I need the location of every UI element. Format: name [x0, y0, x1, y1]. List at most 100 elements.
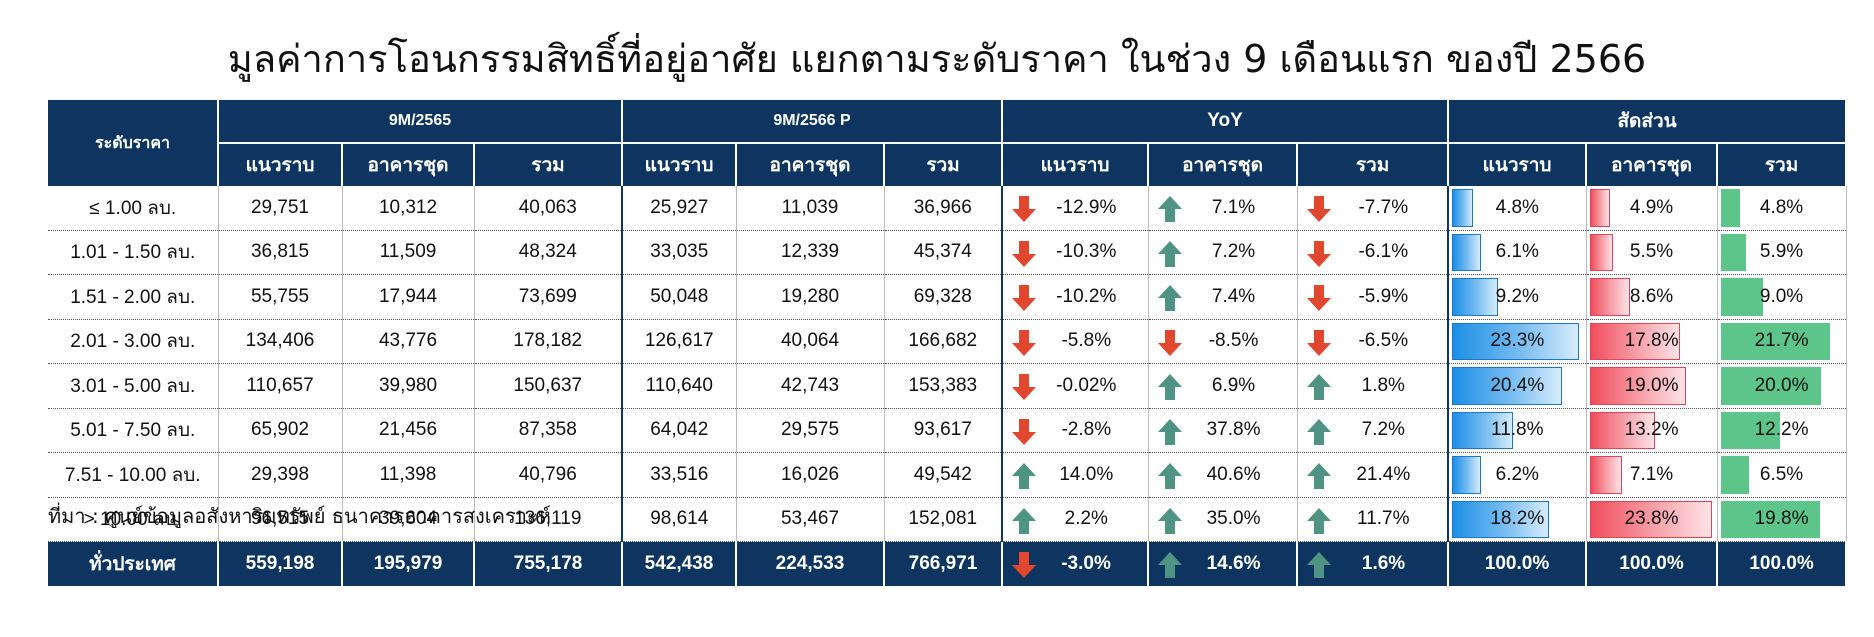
table-row: 2.01 - 3.00 ลบ. 134,406 43,776 178,182 126,6… [48, 319, 1847, 364]
share-value: 4.8% [1759, 196, 1804, 218]
yoy-cell-1: 14.6% [1148, 541, 1299, 586]
arrow-down-icon [1012, 418, 1037, 445]
value-y66-1: 19,280 [736, 274, 885, 320]
arrow-up-icon [1157, 196, 1182, 222]
yoy-value: 7.2% [1211, 241, 1256, 263]
share-cell-1: 7.1% [1586, 452, 1718, 498]
value-y66-2: 766,971 [884, 541, 1004, 586]
share-cell-2: 19.8% [1717, 497, 1847, 542]
share-cell-0: 100.0% [1448, 541, 1588, 586]
value-y66-0: 50,048 [622, 274, 737, 320]
yoy-cell-0: -2.8% [1002, 408, 1149, 453]
share-bar [1589, 189, 1611, 227]
yoy-cell-2: -6.5% [1297, 319, 1450, 364]
table-row: ≤ 1.00 ลบ. 29,751 10,312 40,063 25,927 11,039… [48, 186, 1847, 231]
share-value: 100.0% [1749, 553, 1814, 574]
price-level-label: 3.01 - 5.00 ลบ. [48, 363, 219, 409]
share-cell-1: 19.0% [1586, 363, 1718, 409]
share-value: 6.1% [1495, 241, 1539, 263]
share-cell-1: 23.8% [1586, 497, 1718, 542]
value-y66-2: 69,328 [884, 274, 1004, 320]
value-y66-1: 12,339 [736, 230, 885, 275]
value-y66-0: 33,035 [622, 230, 737, 275]
share-cell-0: 9.2% [1448, 274, 1587, 320]
yoy-cell-2: 7.2% [1297, 408, 1450, 453]
share-cell-0: 6.2% [1448, 452, 1587, 498]
table-row: 1.51 - 2.00 ลบ. 55,755 17,944 73,699 50,048 1… [48, 274, 1847, 320]
header-group-9m2566: 9M/2566 P [622, 100, 1004, 143]
arrow-down-icon [1012, 329, 1037, 356]
value-y65-1: 195,979 [342, 541, 475, 586]
price-level-label: 1.01 - 1.50 ลบ. [48, 230, 219, 275]
value-y66-1: 29,575 [736, 408, 885, 453]
yoy-value: 6.9% [1211, 374, 1256, 396]
share-cell-1: 13.2% [1586, 408, 1718, 453]
value-y65-2: 48,324 [474, 230, 623, 275]
share-value: 20.4% [1490, 374, 1545, 396]
share-value: 5.5% [1629, 241, 1674, 263]
share-cell-2: 21.7% [1717, 319, 1847, 364]
share-bar [1589, 500, 1713, 538]
share-value: 4.8% [1495, 196, 1539, 218]
share-value: 5.9% [1759, 241, 1804, 263]
yoy-cell-1: 37.8% [1148, 408, 1298, 453]
value-y65-2: 136,119 [474, 497, 623, 542]
yoy-cell-1: 7.1% [1148, 186, 1298, 231]
share-value: 19.0% [1624, 374, 1679, 396]
header-share-col-0: แนวราบ [1448, 142, 1588, 186]
yoy-value: 1.6% [1361, 553, 1406, 574]
value-y65-1: 39,980 [342, 363, 475, 409]
value-y66-2: 36,966 [884, 186, 1004, 231]
share-cell-0: 4.8% [1448, 186, 1587, 231]
yoy-value: 7.4% [1211, 285, 1256, 307]
value-y65-0: 110,657 [218, 363, 343, 409]
arrow-up-icon [1306, 418, 1331, 445]
header-price-level: ระดับราคา [48, 100, 219, 186]
value-y66-0: 33,516 [622, 452, 737, 498]
value-y66-1: 40,064 [736, 319, 885, 364]
yoy-cell-0: 2.2% [1002, 497, 1149, 542]
value-y65-2: 87,358 [474, 408, 623, 453]
arrow-up-icon [1307, 552, 1332, 578]
price-level-label: > 10.00 ลบ. [48, 497, 219, 542]
price-level-label: 5.01 - 7.50 ลบ. [48, 408, 219, 453]
share-bar [1720, 233, 1747, 271]
yoy-cell-0: -10.3% [1002, 230, 1149, 275]
yoy-cell-2: 1.8% [1297, 363, 1450, 409]
header-9m2566-col-2: รวม [884, 142, 1004, 186]
table-row: 5.01 - 7.50 ลบ. 65,902 21,456 87,358 64,042 2… [48, 408, 1847, 453]
share-bar [1589, 367, 1687, 405]
header-group-9m2565: 9M/2565 [218, 100, 623, 143]
arrow-up-icon [1306, 463, 1331, 489]
value-y65-1: 43,776 [342, 319, 475, 364]
value-y66-0: 126,617 [622, 319, 737, 364]
yoy-value: 11.7% [1357, 508, 1410, 530]
header-yoy-col-0: แนวราบ [1002, 142, 1150, 186]
share-value: 21.7% [1754, 330, 1809, 352]
yoy-cell-0: -10.2% [1002, 274, 1149, 320]
value-y65-2: 178,182 [474, 319, 623, 364]
share-cell-1: 17.8% [1586, 319, 1718, 364]
share-bar [1452, 278, 1499, 316]
value-y65-2: 755,178 [474, 541, 623, 586]
value-y66-1: 53,467 [736, 497, 885, 542]
arrow-up-icon [1158, 552, 1183, 578]
table-row: 3.01 - 5.00 ลบ. 110,657 39,980 150,637 110,6… [48, 363, 1847, 409]
share-cell-0: 11.8% [1448, 408, 1587, 453]
share-bar [1589, 278, 1631, 316]
yoy-value: -0.02% [1056, 374, 1117, 396]
share-value: 4.9% [1629, 196, 1674, 218]
yoy-value: 21.4% [1356, 463, 1411, 485]
share-bar [1720, 278, 1763, 316]
arrow-up-icon [1012, 463, 1037, 489]
share-cell-0: 6.1% [1448, 230, 1587, 275]
yoy-value: -3.0% [1061, 553, 1111, 574]
share-cell-0: 18.2% [1448, 497, 1587, 542]
share-value: 23.3% [1490, 330, 1545, 352]
arrow-up-icon [1306, 374, 1331, 400]
value-y66-1: 16,026 [736, 452, 885, 498]
yoy-value: 7.1% [1211, 196, 1256, 218]
share-cell-2: 9.0% [1717, 274, 1847, 320]
share-value: 7.1% [1629, 463, 1674, 485]
